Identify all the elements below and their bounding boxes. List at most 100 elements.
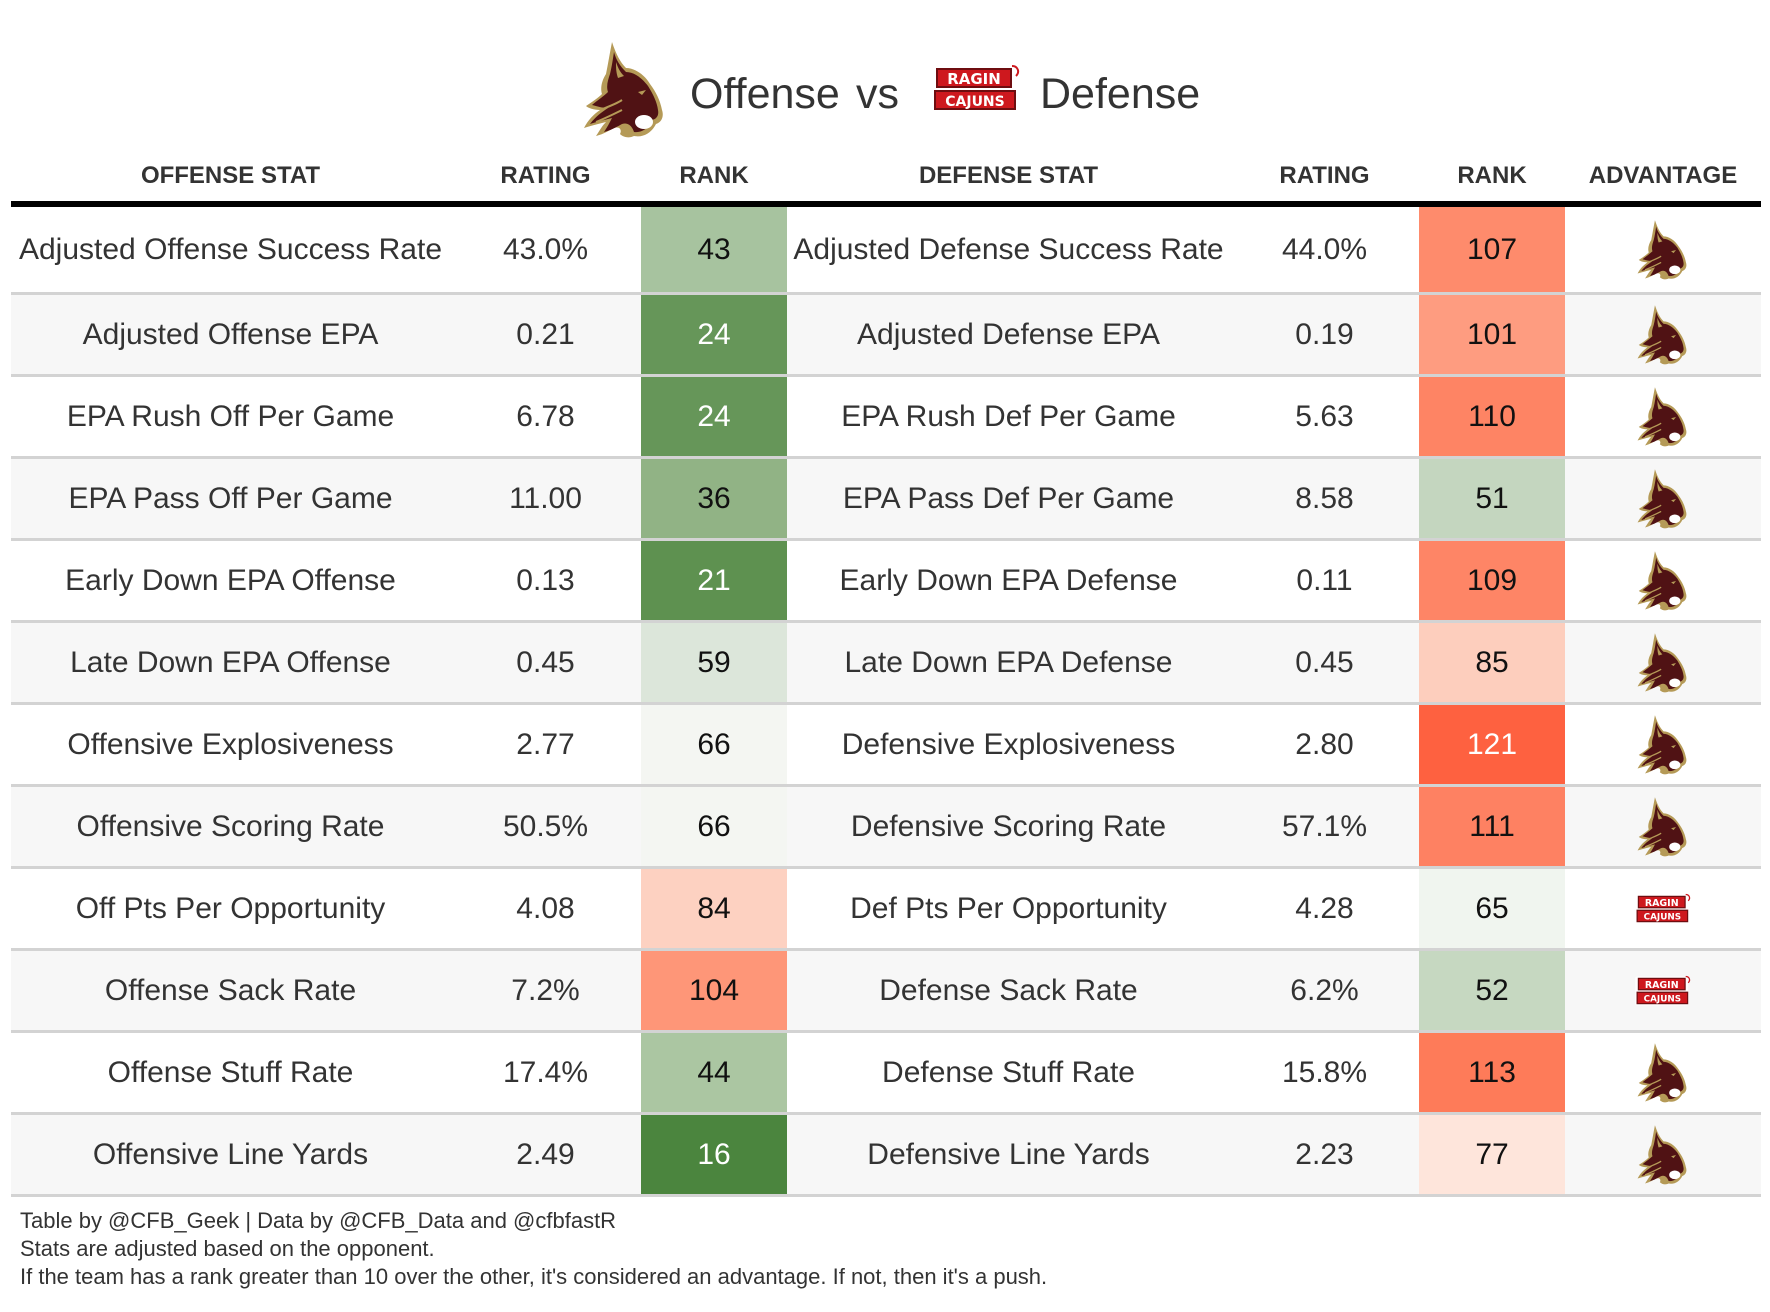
- header-offense-rank: RANK: [679, 162, 749, 189]
- advantage-cell: [1565, 951, 1761, 1030]
- offense-rank-cell: 66: [641, 705, 787, 784]
- defense-rank-cell: 85: [1419, 623, 1565, 702]
- offense-rating-cell: 6.78: [450, 377, 641, 456]
- advantage-cell: [1565, 1033, 1761, 1112]
- defense-rank-cell: 52: [1419, 951, 1565, 1030]
- offense-rank-cell: 84: [641, 869, 787, 948]
- defense-rating-cell: 15.8%: [1230, 1033, 1419, 1112]
- offense-rank-cell: 16: [641, 1115, 787, 1194]
- table-row: EPA Rush Off Per Game 6.78 24 EPA Rush Def …: [11, 377, 1761, 459]
- offense-stat-cell: Offense Sack Rate: [11, 951, 450, 1030]
- defense-rank-cell: 107: [1419, 207, 1565, 292]
- defense-rank-cell: 51: [1419, 459, 1565, 538]
- offense-rank: 59: [697, 645, 731, 679]
- offense-rating: 0.21: [516, 317, 575, 351]
- defense-rating: 5.63: [1295, 399, 1354, 433]
- advantage-cell: [1565, 623, 1761, 702]
- offense-stat-cell: EPA Rush Off Per Game: [11, 377, 450, 456]
- offense-stat: Early Down EPA Offense: [65, 563, 396, 597]
- advantage-cell: [1565, 869, 1761, 948]
- header-defense-rating: RATING: [1279, 162, 1370, 189]
- defense-rank-cell: 77: [1419, 1115, 1565, 1194]
- offense-rating: 11.00: [509, 481, 582, 515]
- offense-stat: EPA Pass Off Per Game: [68, 481, 393, 515]
- defense-stat-cell: Adjusted Defense EPA: [787, 295, 1230, 374]
- defense-rank: 101: [1466, 317, 1518, 351]
- defense-stat-cell: Defensive Line Yards: [787, 1115, 1230, 1194]
- offense-rating-cell: 50.5%: [450, 787, 641, 866]
- defense-rank: 65: [1475, 891, 1509, 925]
- title-offense: Offense: [690, 70, 840, 118]
- defense-rating: 2.80: [1295, 727, 1354, 761]
- advantage-cell: [1565, 377, 1761, 456]
- offense-rating-cell: 43.0%: [450, 207, 641, 292]
- bobcat-logo-icon: [1635, 386, 1691, 448]
- offense-stat-cell: Offensive Explosiveness: [11, 705, 450, 784]
- defense-rank: 111: [1469, 809, 1515, 843]
- bobcat-logo-icon: [1635, 714, 1691, 776]
- offense-rank: 84: [697, 891, 731, 925]
- defense-rating-cell: 2.23: [1230, 1115, 1419, 1194]
- offense-rank-cell: 43: [641, 207, 787, 292]
- defense-rank: 52: [1475, 973, 1509, 1007]
- header-offense-stat: OFFENSE STAT: [140, 162, 321, 189]
- defense-rank-cell: 121: [1419, 705, 1565, 784]
- offense-rank: 21: [697, 563, 731, 597]
- bobcat-logo-icon: [1635, 1124, 1691, 1186]
- offense-rank: 16: [697, 1137, 731, 1171]
- offense-rating-cell: 0.45: [450, 623, 641, 702]
- offense-rank: 36: [697, 481, 731, 515]
- offense-rating-cell: 2.49: [450, 1115, 641, 1194]
- offense-stat: Offense Sack Rate: [104, 973, 357, 1007]
- table-row: Offense Stuff Rate 17.4% 44 Defense Stuff R…: [11, 1033, 1761, 1115]
- advantage-cell: [1565, 705, 1761, 784]
- defense-rank-cell: 110: [1419, 377, 1565, 456]
- offense-rating-cell: 7.2%: [450, 951, 641, 1030]
- offense-rank-cell: 59: [641, 623, 787, 702]
- offense-rating-cell: 4.08: [450, 869, 641, 948]
- defense-rank-cell: 109: [1419, 541, 1565, 620]
- table-row: Offensive Explosiveness 2.77 66 Defensive E…: [11, 705, 1761, 787]
- advantage-cell: [1565, 787, 1761, 866]
- defense-stat: Defense Sack Rate: [879, 973, 1138, 1007]
- offense-rank: 24: [697, 399, 731, 433]
- defense-rating: 0.11: [1296, 563, 1353, 597]
- defense-rank: 113: [1468, 1055, 1516, 1089]
- offense-stat: Adjusted Offense Success Rate: [18, 232, 443, 266]
- defense-stat: Defensive Scoring Rate: [850, 809, 1167, 843]
- defense-rank-cell: 65: [1419, 869, 1565, 948]
- defense-rank-cell: 101: [1419, 295, 1565, 374]
- bobcat-logo-icon: [1635, 468, 1691, 530]
- defense-stat: Def Pts Per Opportunity: [850, 891, 1167, 925]
- offense-rating: 0.45: [516, 645, 575, 679]
- table-row: Offensive Line Yards 2.49 16 Defensive Line…: [11, 1115, 1761, 1197]
- offense-rank: 66: [697, 727, 731, 761]
- defense-stat-cell: Late Down EPA Defense: [787, 623, 1230, 702]
- defense-rating-cell: 2.80: [1230, 705, 1419, 784]
- defense-stat: Defensive Line Yards: [867, 1137, 1150, 1171]
- defense-rank: 77: [1475, 1137, 1509, 1171]
- defense-stat-cell: Defensive Explosiveness: [787, 705, 1230, 784]
- bobcat-logo-icon: [1635, 304, 1691, 366]
- offense-stat-cell: Early Down EPA Offense: [11, 541, 450, 620]
- defense-rating-cell: 5.63: [1230, 377, 1419, 456]
- offense-rank: 43: [697, 232, 731, 266]
- defense-stat-cell: Def Pts Per Opportunity: [787, 869, 1230, 948]
- defense-rating-cell: 0.19: [1230, 295, 1419, 374]
- offense-stat: Offensive Scoring Rate: [76, 809, 385, 843]
- offense-stat: Offensive Explosiveness: [67, 727, 394, 761]
- defense-rating: 8.58: [1295, 481, 1354, 515]
- advantage-cell: [1565, 459, 1761, 538]
- defense-stat-cell: Early Down EPA Defense: [787, 541, 1230, 620]
- footer-notes: Table by @CFB_Geek | Data by @CFB_Data a…: [20, 1207, 1047, 1291]
- offense-stat: Offense Stuff Rate: [107, 1055, 354, 1089]
- defense-rating-cell: 0.11: [1230, 541, 1419, 620]
- header-defense-rank: RANK: [1457, 162, 1527, 189]
- defense-stat: EPA Pass Def Per Game: [842, 481, 1175, 515]
- defense-rating: 4.28: [1295, 891, 1354, 925]
- offense-stat-cell: Offensive Line Yards: [11, 1115, 450, 1194]
- offense-rating: 17.4%: [502, 1055, 589, 1089]
- footer-advantage-note: If the team has a rank greater than 10 o…: [20, 1264, 1048, 1289]
- offense-rating: 43.0%: [502, 232, 589, 266]
- offense-rank: 66: [697, 809, 731, 843]
